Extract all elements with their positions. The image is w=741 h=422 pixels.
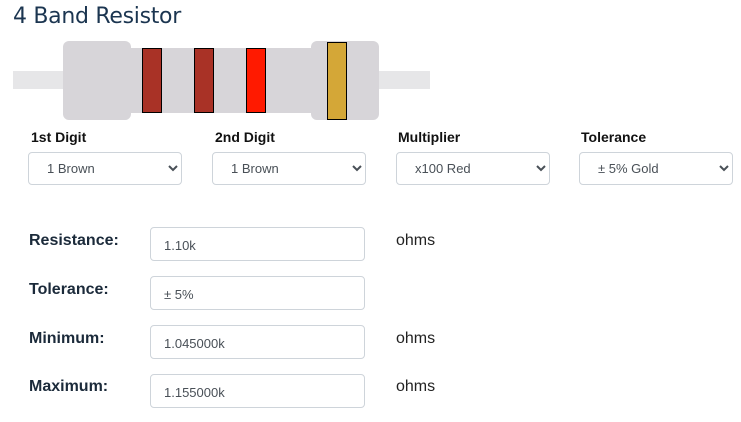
tolerance-select[interactable]: ± 5% Gold — [579, 152, 733, 185]
band-multiplier — [246, 48, 266, 113]
maximum-field[interactable] — [150, 374, 365, 408]
minimum-label: Minimum: — [29, 330, 105, 347]
resistance-unit: ohms — [396, 232, 436, 249]
resistance-label: Resistance: — [29, 232, 119, 249]
second-digit-select[interactable]: 1 Brown — [212, 152, 366, 185]
tolerance-field[interactable] — [150, 276, 365, 310]
tolerance-result-label: Tolerance: — [29, 281, 109, 298]
page-title: 4 Band Resistor — [13, 4, 181, 29]
multiplier-select[interactable]: x100 Red — [396, 152, 550, 185]
first-digit-select[interactable]: 1 Brown — [28, 152, 182, 185]
minimum-field[interactable] — [150, 325, 365, 359]
resistor-left-cap — [63, 41, 131, 120]
resistance-field[interactable] — [150, 227, 365, 261]
minimum-unit: ohms — [396, 330, 436, 347]
multiplier-label: Multiplier — [398, 129, 461, 145]
band-2nd-digit — [194, 48, 214, 113]
first-digit-label: 1st Digit — [31, 129, 87, 145]
band-1st-digit — [142, 48, 162, 113]
band-tolerance — [327, 42, 347, 120]
tolerance-label: Tolerance — [581, 129, 647, 145]
maximum-label: Maximum: — [29, 378, 109, 395]
second-digit-label: 2nd Digit — [215, 129, 275, 145]
maximum-unit: ohms — [396, 378, 436, 395]
